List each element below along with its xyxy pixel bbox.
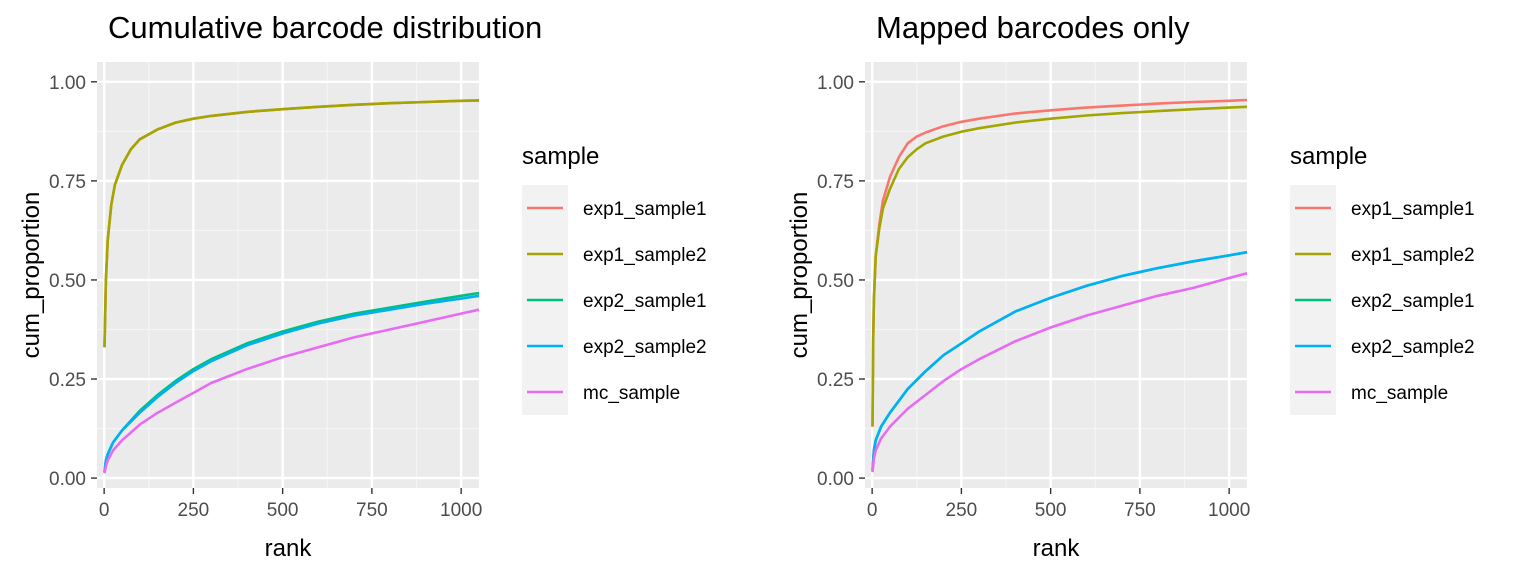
legend-label: exp1_sample2 (583, 245, 707, 266)
chart-left-svg: Cumulative barcode distribution 0 250 500 75… (18, 10, 707, 562)
chart-title: Cumulative barcode distribution (108, 10, 542, 45)
legend-label: exp1_sample1 (583, 199, 707, 220)
y-axis-label: cum_proportion (18, 192, 45, 359)
y-tick-label: 0.00 (817, 469, 854, 490)
series-line-mc_sample (871, 271, 1248, 473)
series-line-mc_sample (103, 308, 480, 474)
x-axis-label: rank (1033, 535, 1081, 562)
plot-background (865, 62, 1247, 488)
legend-label: exp1_sample2 (1351, 245, 1475, 266)
x-axis-label: rank (265, 535, 313, 562)
legend-title: sample (1290, 143, 1367, 170)
y-tick-label: 1.00 (49, 73, 86, 94)
x-tick-label: 0 (99, 500, 110, 521)
legend-label: exp2_sample1 (1351, 291, 1475, 312)
y-tick-label: 0.75 (49, 172, 86, 193)
legend-title: sample (522, 143, 599, 170)
legend-label: mc_sample (583, 383, 680, 404)
y-tick-label: 0.25 (817, 370, 854, 391)
x-tick-label: 500 (1035, 500, 1067, 521)
chart-right-svg: Mapped barcodes only 0 250 500 750 1000 0.00 0.… (786, 10, 1475, 562)
legend-label: exp2_sample1 (583, 291, 707, 312)
y-tick-label: 0.50 (49, 271, 86, 292)
series-line-exp2_sample2 (103, 294, 480, 473)
x-tick-label: 750 (356, 500, 388, 521)
y-tick-label: 0.50 (817, 271, 854, 292)
legend-label: exp2_sample2 (583, 337, 707, 358)
x-tick-label: 1000 (1208, 500, 1250, 521)
y-tick-label: 0.00 (49, 469, 86, 490)
legend-label: mc_sample (1351, 383, 1448, 404)
series-line-exp2_sample2 (871, 250, 1248, 471)
x-tick-label: 1000 (440, 500, 482, 521)
x-tick-label: 250 (946, 500, 978, 521)
x-tick-label: 250 (178, 500, 210, 521)
x-tick-label: 500 (267, 500, 299, 521)
chart-panel-right: Mapped barcodes only 0 250 500 750 1000 0.00 0.… (768, 0, 1536, 576)
plot-background (97, 62, 479, 488)
legend-label: exp1_sample1 (1351, 199, 1475, 220)
x-tick-label: 750 (1124, 500, 1156, 521)
x-tick-label: 0 (867, 500, 878, 521)
legend-label: exp2_sample2 (1351, 337, 1475, 358)
y-axis-label: cum_proportion (786, 192, 813, 359)
series-line-exp1_sample2 (103, 99, 480, 348)
y-tick-label: 0.75 (817, 172, 854, 193)
series-line-exp1_sample2 (871, 105, 1248, 427)
chart-panel-left: Cumulative barcode distribution 0 250 500 75… (0, 0, 768, 576)
y-tick-label: 1.00 (817, 73, 854, 94)
chart-title: Mapped barcodes only (876, 10, 1190, 45)
y-tick-label: 0.25 (49, 370, 86, 391)
